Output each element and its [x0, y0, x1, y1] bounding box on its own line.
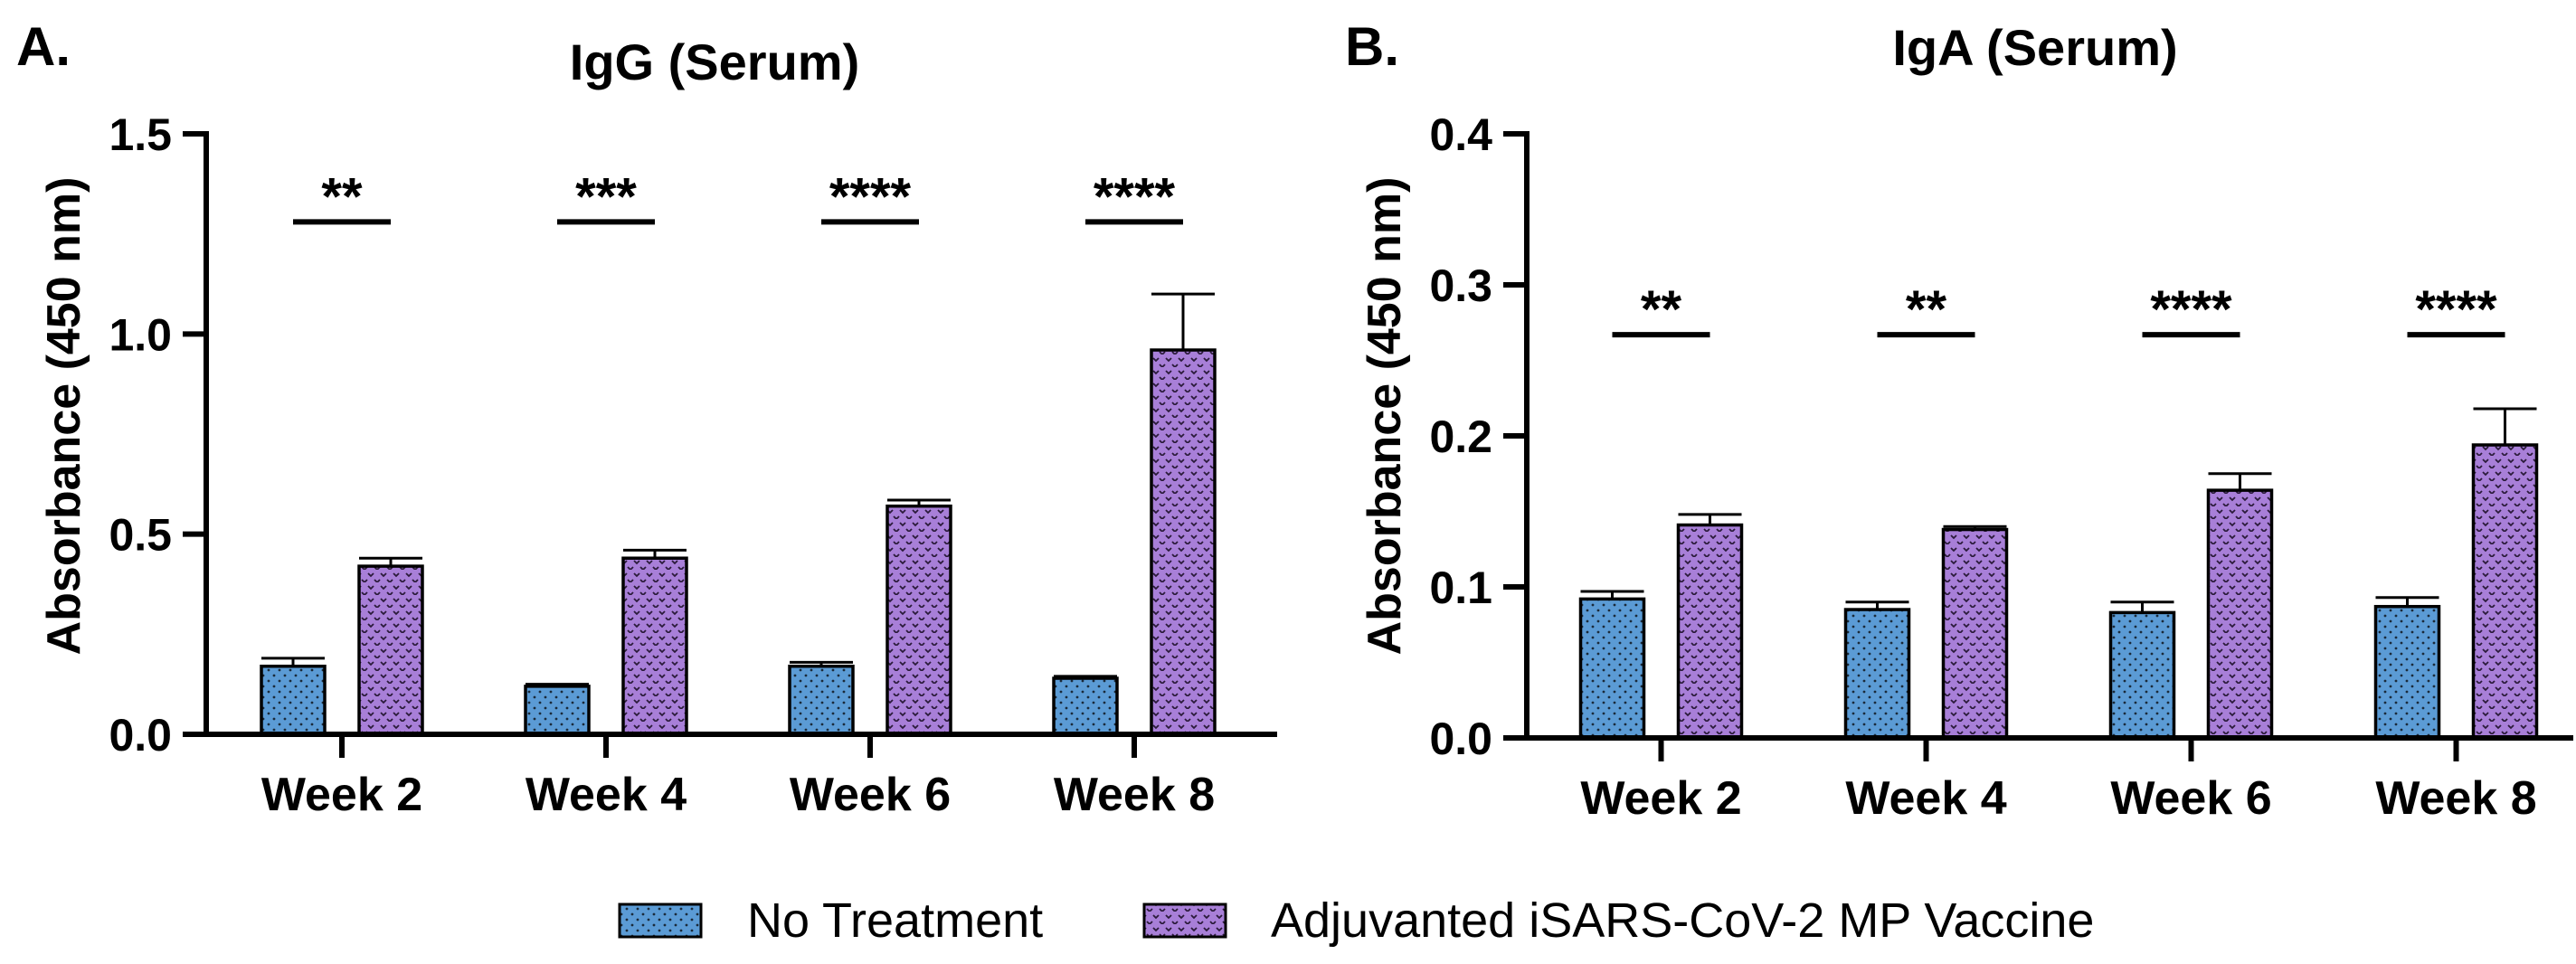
panel-a-significance-stars: **** [829, 167, 912, 226]
panel-b-significance-week6: **** [2142, 280, 2240, 339]
panel-b-error-bar [1845, 600, 1909, 610]
panel-a-x-tick-label: Week 8 [1054, 769, 1215, 821]
legend-item-no-treatment: No Treatment [618, 893, 1043, 948]
panel-a-x-tick-label: Week 6 [790, 769, 951, 821]
panel-a-error-bar [887, 498, 951, 506]
panel-b-error-bar [1943, 525, 2007, 530]
panel-b-y-tick-label: 0.0 [1429, 714, 1492, 764]
panel-a-significance-week4: *** [557, 167, 655, 226]
panel-a-plot-area: ** Week 2 *** Week 4 **** Week 6 **** Week 8 0.0… [109, 109, 1277, 821]
panel-a-bar-no-treatment-week2 [260, 664, 327, 736]
panel-b-plot-area: ** Week 2 ** Week 4 **** Week 6 **** Week 8 0.0 0… [1429, 109, 2573, 825]
panel-a-bar-no-treatment-week6 [788, 664, 855, 736]
panel-b-error-bar [1678, 513, 1742, 525]
panel-b-y-tick-label: 0.2 [1429, 411, 1492, 462]
panel-b-bar-vaccine-week8 [2471, 443, 2539, 740]
panel-a-error-bar [623, 548, 687, 559]
panel-a-label: A. [16, 16, 71, 77]
panel-b-error-bar [2473, 407, 2537, 446]
panel-a-y-tick-label: 1.0 [109, 309, 172, 360]
panel-b-significance-week4: ** [1877, 280, 1975, 339]
panel-a-error-bar [526, 683, 589, 686]
panel-a-error-bar [1054, 675, 1117, 679]
panel-a-significance-stars: *** [575, 167, 637, 226]
panel-b-y-tick-label: 0.3 [1429, 260, 1492, 311]
panel-b-significance-week2: ** [1612, 280, 1710, 339]
panel-b-x-tick-label: Week 8 [2375, 772, 2536, 825]
legend-item-vaccine: Adjuvanted iSARS-CoV-2 MP Vaccine [1142, 893, 2094, 948]
panel-b-y-tick-label: 0.1 [1429, 562, 1492, 613]
panel-a-igg-chart: A. IgG (Serum) Absorbance (450 nm) ** Wee… [16, 16, 1277, 821]
panel-b-significance-stars: **** [2415, 280, 2497, 339]
panel-a-y-tick-label: 0.5 [109, 510, 172, 561]
panel-a-y-axis-label: Absorbance (450 nm) [38, 177, 90, 656]
panel-a-bar-vaccine-week4 [621, 556, 688, 736]
panel-b-bar-no-treatment-week2 [1578, 597, 1646, 740]
panel-a-bar-no-treatment-week4 [524, 685, 591, 736]
panel-a-bar-vaccine-week8 [1150, 348, 1217, 736]
panel-a-bar-no-treatment-week8 [1052, 676, 1119, 736]
panel-b-significance-stars: **** [2150, 280, 2232, 339]
panel-a-title: IgG (Serum) [570, 33, 859, 90]
panel-a-y-tick-label: 1.5 [109, 109, 172, 160]
legend-swatch-vaccine [1142, 903, 1227, 939]
panel-a-x-tick-label: Week 4 [526, 769, 687, 821]
panel-a-error-bar [790, 660, 853, 666]
panel-a-significance-week8: **** [1085, 167, 1183, 226]
panel-a-significance-stars: **** [1094, 167, 1176, 226]
panel-b-x-tick-label: Week 4 [1845, 772, 2006, 825]
panel-b-significance-stars: ** [1906, 280, 1947, 339]
panel-b-bar-no-treatment-week6 [2108, 610, 2176, 740]
panel-a-bar-vaccine-week6 [886, 504, 952, 736]
panel-b-bar-vaccine-week4 [1941, 527, 2009, 740]
legend-swatch-no-treatment [618, 903, 703, 939]
panel-a-error-bar [261, 657, 325, 666]
panel-b-bar-no-treatment-week8 [2373, 604, 2441, 740]
panel-b-bar-no-treatment-week4 [1843, 608, 1911, 740]
legend-label-no-treatment: No Treatment [747, 893, 1043, 948]
panel-b-label: B. [1345, 16, 1399, 77]
panel-b-x-tick-label: Week 2 [1580, 772, 1741, 825]
panel-a-error-bar [359, 556, 422, 567]
panel-a-error-bar [1151, 292, 1215, 351]
legend-label-vaccine: Adjuvanted iSARS-CoV-2 MP Vaccine [1271, 893, 2094, 948]
panel-a-bar-vaccine-week2 [357, 564, 424, 736]
panel-a-x-tick-label: Week 2 [261, 769, 422, 821]
panel-b-y-tick-label: 0.4 [1429, 109, 1492, 160]
panel-b-error-bar [1580, 590, 1644, 600]
panel-a-significance-week2: ** [293, 167, 391, 226]
panel-b-significance-week8: **** [2407, 280, 2505, 339]
panel-a-y-tick-label: 0.0 [109, 710, 172, 761]
panel-b-bar-vaccine-week6 [2206, 488, 2274, 740]
panel-b-significance-stars: ** [1641, 280, 1682, 339]
panel-b-x-tick-label: Week 6 [2110, 772, 2271, 825]
panel-b-bar-vaccine-week2 [1676, 523, 1744, 740]
legend: No Treatment Adjuvanted iSARS-CoV-2 MP V… [618, 893, 2094, 948]
panel-b-title: IgA (Serum) [1892, 19, 2177, 76]
panel-a-significance-week6: **** [821, 167, 919, 226]
panel-b-error-bar [2208, 472, 2272, 491]
panel-b-error-bar [2110, 600, 2174, 613]
panel-a-significance-stars: ** [321, 167, 363, 226]
panel-b-error-bar [2375, 596, 2439, 607]
panel-b-iga-chart: B. IgA (Serum) Absorbance (450 nm) ** Wee… [1345, 16, 2573, 825]
panel-b-y-axis-label: Absorbance (450 nm) [1359, 177, 1411, 656]
